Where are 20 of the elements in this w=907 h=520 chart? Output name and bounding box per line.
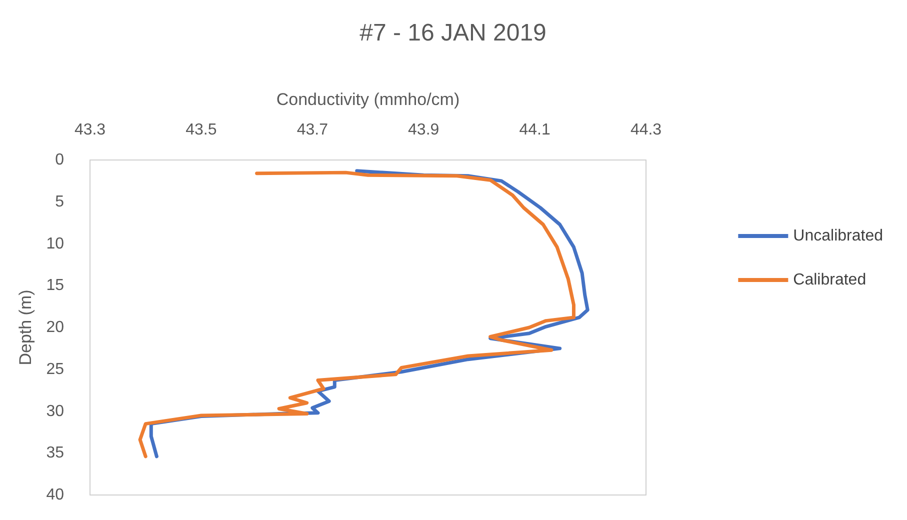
legend-label: Uncalibrated bbox=[793, 228, 883, 244]
x-tick-label: 43.5 bbox=[186, 122, 217, 138]
y-tick-label: 25 bbox=[46, 360, 64, 378]
y-tick-label: 10 bbox=[46, 235, 64, 252]
y-axis-title: Depth (m) bbox=[16, 290, 35, 366]
x-tick-label: 43.9 bbox=[408, 122, 440, 138]
y-tick-label: 20 bbox=[46, 319, 64, 336]
y-tick-label: 40 bbox=[46, 486, 64, 504]
chart-title: #7 - 16 JAN 2019 bbox=[360, 20, 546, 46]
legend-label: Calibrated bbox=[793, 272, 866, 288]
y-tick-label: 5 bbox=[55, 193, 64, 210]
x-axis-title: Conductivity (mmho/cm) bbox=[276, 90, 460, 109]
y-tick-label: 0 bbox=[55, 152, 64, 168]
y-tick-label: 35 bbox=[46, 444, 64, 462]
x-tick-label: 43.7 bbox=[296, 122, 328, 138]
y-tick-label: 30 bbox=[46, 402, 64, 420]
x-tick-label: 44.3 bbox=[630, 122, 662, 138]
y-tick-label: 15 bbox=[46, 277, 64, 294]
x-tick-label: 43.3 bbox=[74, 122, 106, 138]
x-tick-label: 44.1 bbox=[519, 122, 550, 138]
